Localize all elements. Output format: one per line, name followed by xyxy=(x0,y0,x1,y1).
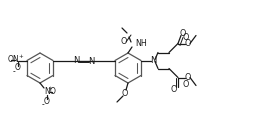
Text: N: N xyxy=(12,55,18,64)
Text: O: O xyxy=(121,36,127,45)
Text: -: - xyxy=(13,67,15,76)
Text: +: + xyxy=(18,54,23,59)
Text: N: N xyxy=(44,88,50,97)
Text: -: - xyxy=(42,101,44,109)
Text: O: O xyxy=(183,80,189,89)
Text: O: O xyxy=(180,29,186,38)
Text: O: O xyxy=(44,97,50,105)
Text: O: O xyxy=(8,55,14,64)
Text: O: O xyxy=(185,73,191,82)
Text: N: N xyxy=(73,56,80,65)
Text: N: N xyxy=(88,57,95,66)
Text: O: O xyxy=(185,39,191,48)
Text: +: + xyxy=(48,86,52,90)
Text: O: O xyxy=(50,88,56,97)
Text: N: N xyxy=(150,56,156,65)
Text: O: O xyxy=(122,88,128,97)
Text: O: O xyxy=(15,63,21,72)
Text: NH: NH xyxy=(135,38,147,47)
Text: O: O xyxy=(171,85,177,94)
Text: O: O xyxy=(183,33,189,42)
